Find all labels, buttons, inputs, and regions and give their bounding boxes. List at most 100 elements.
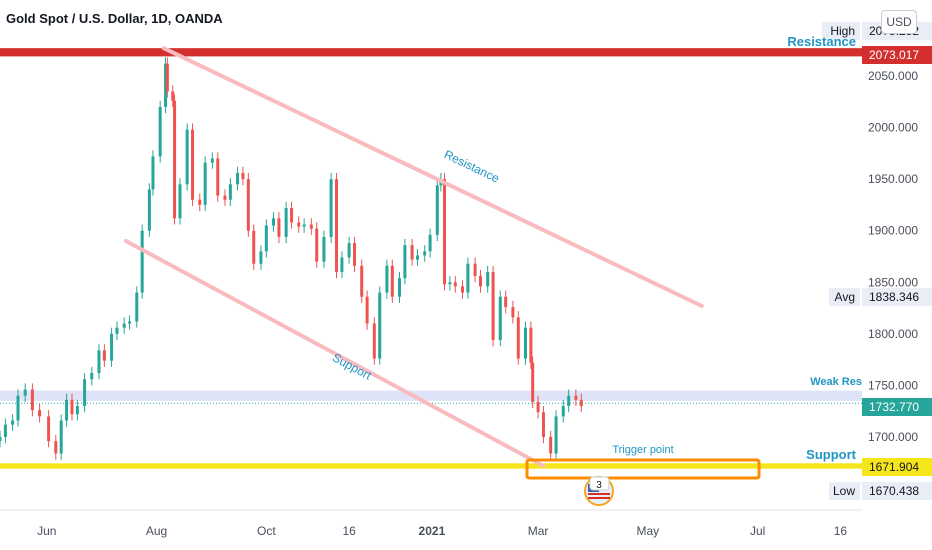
candle-body: [277, 218, 281, 237]
candle-body: [203, 162, 207, 205]
candle-body: [423, 251, 427, 256]
low-label-tag: [862, 482, 932, 500]
time-tick-label: 16: [342, 524, 356, 538]
candle-body: [216, 158, 220, 196]
candle-body: [448, 282, 452, 285]
candle-body: [191, 129, 195, 200]
avg-label-tag: [862, 288, 932, 306]
candle-body: [115, 327, 119, 334]
price-tick-label: 1850.000: [868, 275, 918, 289]
candle-body: [236, 172, 240, 185]
candle-body: [0, 437, 2, 442]
candle-body: [16, 395, 20, 421]
time-tick-label: May: [637, 524, 660, 538]
candle-body: [97, 350, 101, 374]
trigger-point-box: [525, 458, 761, 480]
candle-body: [102, 350, 106, 361]
avg-label-name: Avg: [835, 290, 855, 304]
low-label-value: 1670.438: [869, 484, 919, 498]
drawing-lines: [123, 46, 761, 480]
price-tick-label: 2000.000: [868, 121, 918, 135]
chart-title: Gold Spot / U.S. Dollar, 1D, OANDA: [6, 11, 223, 26]
candle-body: [178, 184, 182, 219]
avg-label-name-bg: [829, 288, 860, 306]
candle-body: [23, 389, 27, 396]
candle-body: [302, 224, 306, 227]
candle-body: [128, 321, 132, 324]
candle-body: [536, 401, 540, 413]
candle-body: [59, 420, 63, 454]
avg-label-value: 1838.346: [869, 290, 919, 304]
event-count-label: 3: [596, 480, 602, 491]
candle-body: [173, 100, 177, 219]
price-tick-label: 2050.000: [868, 69, 918, 83]
candle-body: [335, 179, 339, 272]
candle-body: [491, 271, 495, 341]
time-tick-label: Oct: [257, 524, 276, 538]
candle-body: [171, 91, 175, 101]
event-count-box: [589, 476, 610, 491]
time-tick-label: Aug: [146, 524, 167, 538]
candle-body: [228, 184, 232, 200]
channel-lower-line: [123, 239, 546, 468]
candle-body: [38, 410, 42, 417]
candle-body: [416, 255, 420, 260]
time-tick-label: 16: [834, 524, 848, 538]
resistance-annotation: Resistance: [787, 34, 856, 49]
price-tick-label: 1950.000: [868, 172, 918, 186]
trigger-point-label: Trigger point: [612, 444, 673, 456]
candle-body: [158, 106, 162, 157]
candle-body: [353, 243, 357, 266]
candle-body: [511, 307, 515, 318]
support-annotation: Support: [806, 447, 856, 462]
support-price-tag: [862, 458, 932, 476]
flag-stripe-icon: [588, 497, 610, 499]
weak-res-annotation: Weak Res: [810, 376, 862, 388]
low-label-name: Low: [833, 484, 855, 498]
price-axis[interactable]: 1700.000 1750.000 1800.000 1850.000 1900.000…: [822, 0, 932, 550]
candle-body: [210, 158, 214, 163]
candle-body: [435, 185, 439, 235]
resistance-price-tag: [862, 46, 932, 64]
candle-body: [403, 245, 407, 279]
high-label-name: High: [830, 24, 855, 38]
candle-body: [523, 327, 527, 359]
candle-body: [574, 395, 578, 400]
candle-body: [549, 437, 553, 454]
candle-body: [372, 323, 376, 359]
candle-body: [198, 199, 202, 205]
support-price-value: 1671.904: [869, 460, 919, 474]
currency-button[interactable]: USD: [881, 10, 917, 34]
candle-body: [110, 333, 114, 361]
candle-body: [165, 63, 169, 92]
flag-stripe-icon: [588, 493, 610, 495]
candle-body: [223, 195, 227, 200]
candle-series: [0, 57, 583, 460]
chart-bands: [0, 48, 862, 469]
candle-body: [329, 179, 333, 237]
channel-upper-label: Resistance: [442, 147, 502, 185]
candle-body: [3, 424, 7, 437]
time-tick-label: 2021: [419, 524, 446, 538]
time-axis[interactable]: Jun Aug Oct 16 2021 Mar May Jul 16: [0, 509, 862, 538]
candle-body: [83, 379, 87, 407]
candle-body: [529, 327, 533, 363]
candle-body: [75, 406, 79, 415]
candle-body: [378, 292, 382, 359]
high-label-name-bg: [822, 22, 860, 40]
candle-body: [140, 230, 144, 293]
candle-body: [390, 265, 394, 297]
resistance-price-value: 2073.017: [869, 48, 919, 62]
candle-body: [340, 257, 344, 272]
candle-body: [428, 234, 432, 252]
candle-body: [466, 263, 470, 293]
candle-body: [164, 63, 168, 107]
candle-body: [264, 225, 268, 252]
weak-resistance-band: [0, 390, 862, 401]
low-label-name-bg: [829, 482, 860, 500]
candle-body: [504, 296, 508, 308]
candle-body: [315, 228, 319, 262]
candle-body: [365, 296, 369, 324]
candle-body: [47, 416, 51, 442]
